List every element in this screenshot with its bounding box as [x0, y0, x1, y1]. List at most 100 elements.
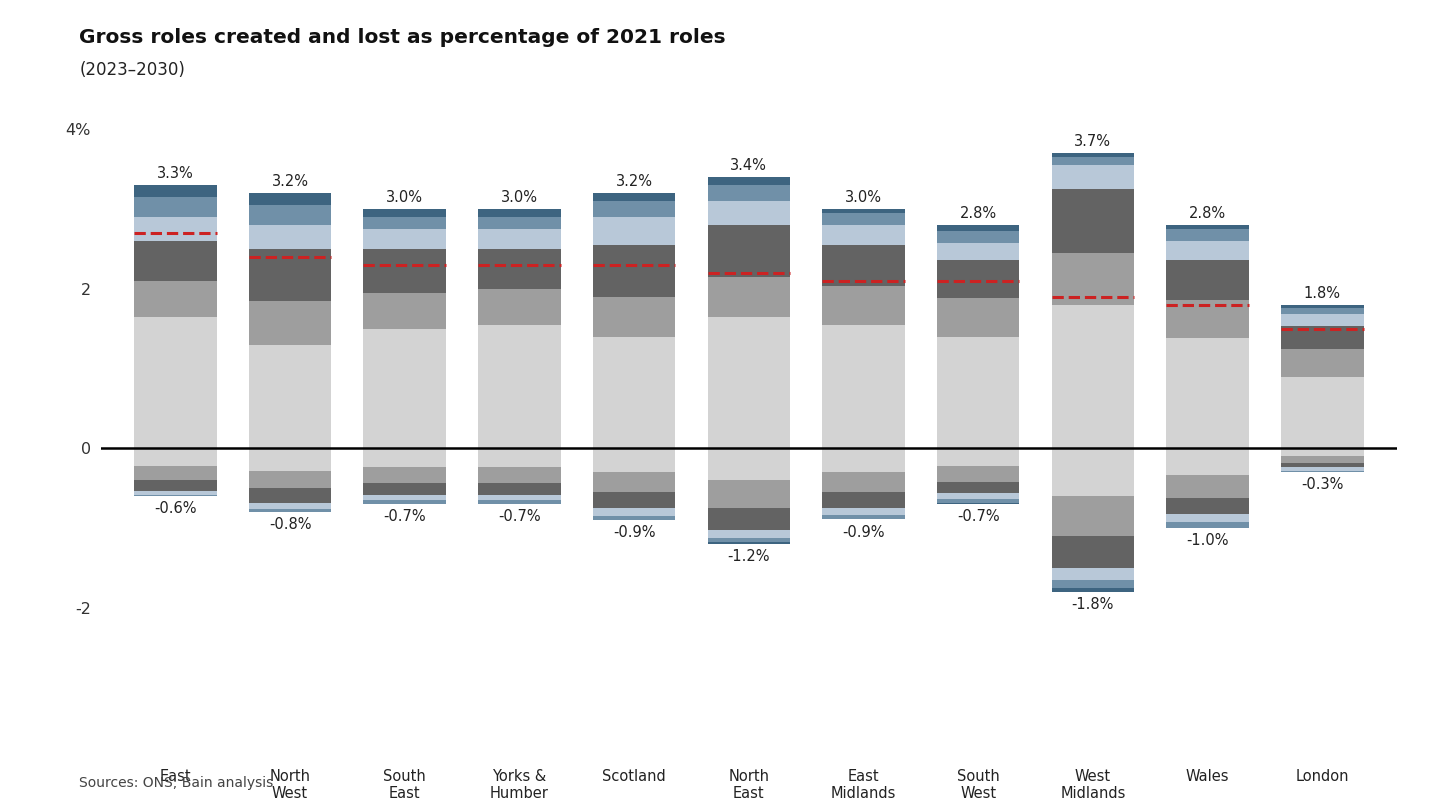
- Bar: [707, 185, 791, 201]
- Text: -0.7%: -0.7%: [956, 509, 999, 524]
- Bar: [593, 201, 675, 217]
- Bar: [1051, 580, 1135, 588]
- Bar: [822, 245, 904, 287]
- Text: 2.8%: 2.8%: [1189, 206, 1225, 221]
- Bar: [249, 193, 331, 205]
- Text: -1.8%: -1.8%: [1071, 597, 1115, 612]
- Bar: [1051, 497, 1135, 536]
- Bar: [1166, 225, 1248, 229]
- Bar: [363, 484, 446, 495]
- Bar: [1282, 305, 1364, 308]
- Bar: [1282, 314, 1364, 326]
- Text: 3.2%: 3.2%: [616, 174, 652, 189]
- Bar: [478, 467, 560, 484]
- Bar: [249, 344, 331, 448]
- Bar: [363, 448, 446, 467]
- Text: (2023–2030): (2023–2030): [79, 61, 186, 79]
- Bar: [249, 509, 331, 512]
- Bar: [134, 197, 216, 217]
- Bar: [478, 495, 560, 501]
- Bar: [363, 229, 446, 249]
- Bar: [1282, 471, 1364, 472]
- Bar: [1051, 165, 1135, 189]
- Bar: [363, 329, 446, 448]
- Bar: [937, 502, 1020, 504]
- Bar: [937, 482, 1020, 493]
- Bar: [593, 472, 675, 492]
- Bar: [1051, 536, 1135, 568]
- Bar: [822, 325, 904, 448]
- Bar: [822, 508, 904, 515]
- Text: -0.3%: -0.3%: [1302, 477, 1344, 492]
- Bar: [822, 225, 904, 245]
- Bar: [707, 225, 791, 277]
- Bar: [478, 217, 560, 229]
- Bar: [1051, 568, 1135, 580]
- Bar: [593, 508, 675, 516]
- Text: 3.3%: 3.3%: [157, 166, 194, 181]
- Bar: [363, 495, 446, 501]
- Bar: [249, 225, 331, 249]
- Text: -0.7%: -0.7%: [383, 509, 426, 524]
- Bar: [134, 466, 216, 480]
- Text: 3.0%: 3.0%: [386, 190, 423, 205]
- Bar: [1282, 377, 1364, 448]
- Bar: [1166, 260, 1248, 300]
- Bar: [593, 193, 675, 201]
- Bar: [134, 495, 216, 497]
- Bar: [1282, 308, 1364, 314]
- Bar: [478, 209, 560, 217]
- Bar: [593, 516, 675, 520]
- Bar: [1282, 456, 1364, 463]
- Bar: [1051, 157, 1135, 165]
- Bar: [937, 242, 1020, 260]
- Bar: [822, 472, 904, 492]
- Text: -1.0%: -1.0%: [1187, 533, 1228, 548]
- Bar: [822, 515, 904, 519]
- Bar: [822, 287, 904, 325]
- Bar: [134, 241, 216, 281]
- Bar: [822, 213, 904, 225]
- Bar: [937, 337, 1020, 448]
- Text: -0.9%: -0.9%: [842, 525, 884, 540]
- Bar: [937, 225, 1020, 231]
- Bar: [1282, 348, 1364, 377]
- Bar: [478, 249, 560, 289]
- Bar: [134, 185, 216, 197]
- Bar: [593, 337, 675, 448]
- Bar: [937, 466, 1020, 482]
- Bar: [593, 296, 675, 337]
- Bar: [478, 229, 560, 249]
- Bar: [822, 492, 904, 508]
- Bar: [1051, 253, 1135, 305]
- Bar: [1166, 522, 1248, 528]
- Bar: [937, 499, 1020, 502]
- Bar: [134, 491, 216, 495]
- Bar: [1166, 448, 1248, 475]
- Bar: [363, 209, 446, 217]
- Bar: [937, 493, 1020, 499]
- Bar: [249, 301, 331, 344]
- Text: -0.7%: -0.7%: [498, 509, 541, 524]
- Bar: [1166, 300, 1248, 339]
- Text: 3.4%: 3.4%: [730, 158, 768, 173]
- Bar: [478, 501, 560, 504]
- Bar: [937, 260, 1020, 298]
- Bar: [593, 492, 675, 508]
- Bar: [707, 480, 791, 508]
- Bar: [363, 217, 446, 229]
- Bar: [707, 531, 791, 539]
- Bar: [478, 484, 560, 495]
- Bar: [478, 448, 560, 467]
- Bar: [707, 508, 791, 531]
- Bar: [363, 501, 446, 504]
- Bar: [1166, 498, 1248, 514]
- Bar: [822, 448, 904, 472]
- Bar: [1166, 475, 1248, 498]
- Bar: [822, 209, 904, 213]
- Bar: [1166, 514, 1248, 522]
- Bar: [249, 448, 331, 471]
- Bar: [1166, 339, 1248, 448]
- Text: 3.7%: 3.7%: [1074, 134, 1112, 149]
- Bar: [937, 298, 1020, 337]
